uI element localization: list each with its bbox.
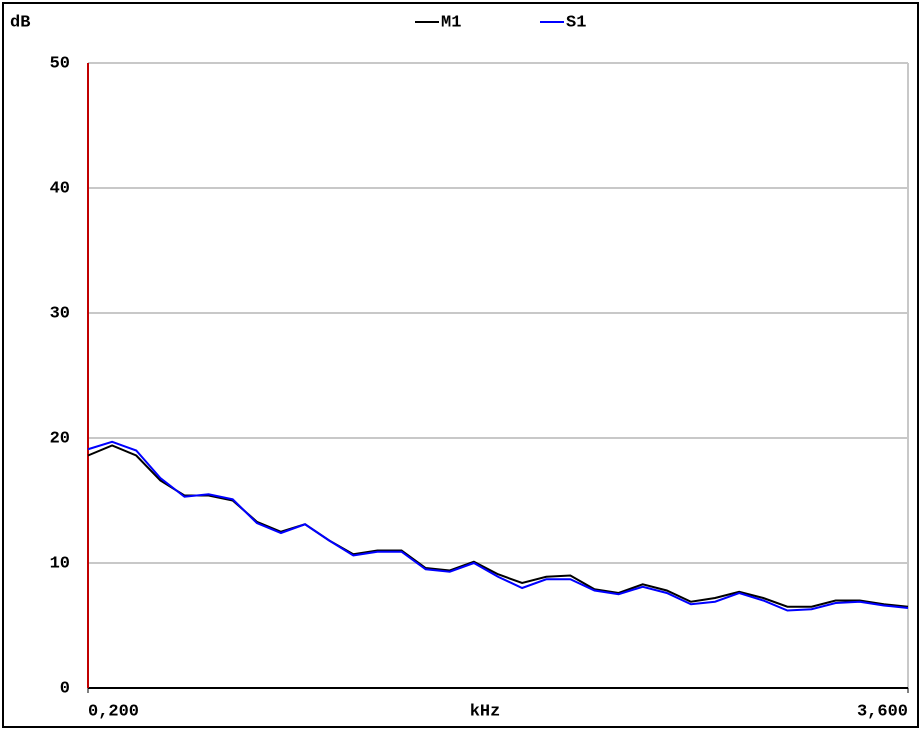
- y-tick-label: 0: [60, 679, 70, 698]
- legend-label: M1: [441, 13, 461, 32]
- y-tick-label: 50: [50, 54, 70, 73]
- y-tick-label: 10: [50, 554, 70, 573]
- x-tick-label: 3,600: [857, 702, 908, 721]
- legend-label: S1: [566, 13, 586, 32]
- y-axis-label: dB: [10, 13, 30, 32]
- series-line: [87, 440, 909, 612]
- series-line: [87, 444, 909, 608]
- y-tick-label: 20: [50, 429, 70, 448]
- x-axis-label: kHz: [470, 702, 501, 721]
- y-tick-label: 40: [50, 179, 70, 198]
- y-tick-label: 30: [50, 304, 70, 323]
- x-tick-label: 0,200: [88, 702, 139, 721]
